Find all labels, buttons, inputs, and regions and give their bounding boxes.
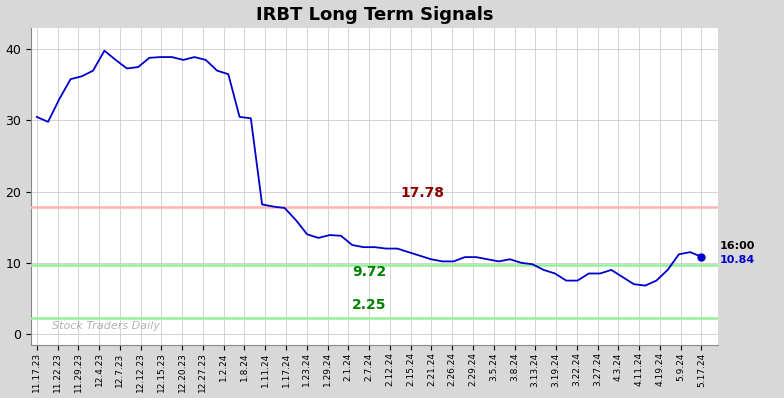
Text: 17.78: 17.78 — [401, 186, 445, 200]
Text: 2.25: 2.25 — [352, 298, 387, 312]
Text: 10.84: 10.84 — [720, 256, 755, 265]
Text: 9.72: 9.72 — [352, 265, 387, 279]
Text: 16:00: 16:00 — [720, 241, 755, 251]
Title: IRBT Long Term Signals: IRBT Long Term Signals — [256, 6, 493, 23]
Text: Stock Traders Daily: Stock Traders Daily — [52, 321, 160, 331]
